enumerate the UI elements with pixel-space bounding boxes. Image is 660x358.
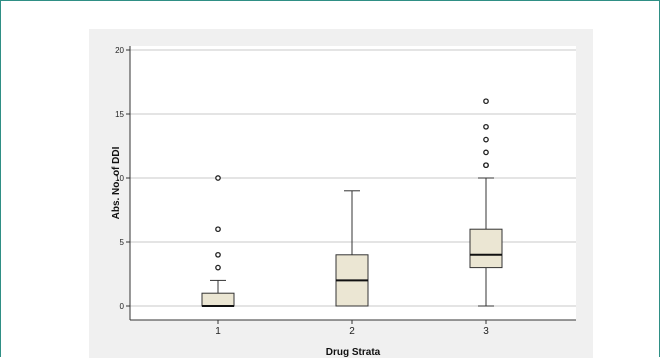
outlier-point xyxy=(483,123,489,130)
iqr-box xyxy=(469,228,503,269)
y-tick-label: 10 xyxy=(115,174,124,183)
axes xyxy=(129,46,576,321)
box-3 xyxy=(469,98,503,307)
x-tick-label: 1 xyxy=(215,326,221,337)
box-2 xyxy=(335,190,369,307)
y-tick-label: 5 xyxy=(120,238,125,247)
boxes xyxy=(201,98,503,307)
x-tick-label: 2 xyxy=(349,326,355,337)
x-axis-label: Drug Strata xyxy=(326,347,381,358)
outlier-point xyxy=(215,226,221,233)
x-tick-label: 3 xyxy=(483,326,489,337)
iqr-box xyxy=(201,292,235,307)
outlier-point xyxy=(483,149,489,156)
outlier-point xyxy=(483,136,489,143)
y-tick-label: 20 xyxy=(115,46,124,55)
y-tick-label: 15 xyxy=(115,110,124,119)
tick-labels: 0 5 10 15 20 1 2 3 xyxy=(115,46,489,337)
box-1 xyxy=(201,175,235,307)
y-tick-label: 0 xyxy=(120,302,125,311)
outlier-point xyxy=(483,162,489,169)
outlier-point xyxy=(215,251,221,258)
outlier-point xyxy=(215,264,221,271)
outlier-point xyxy=(483,98,489,105)
y-axis-label: Abs. No. of DDI xyxy=(111,146,122,219)
outlier-point xyxy=(215,175,221,181)
